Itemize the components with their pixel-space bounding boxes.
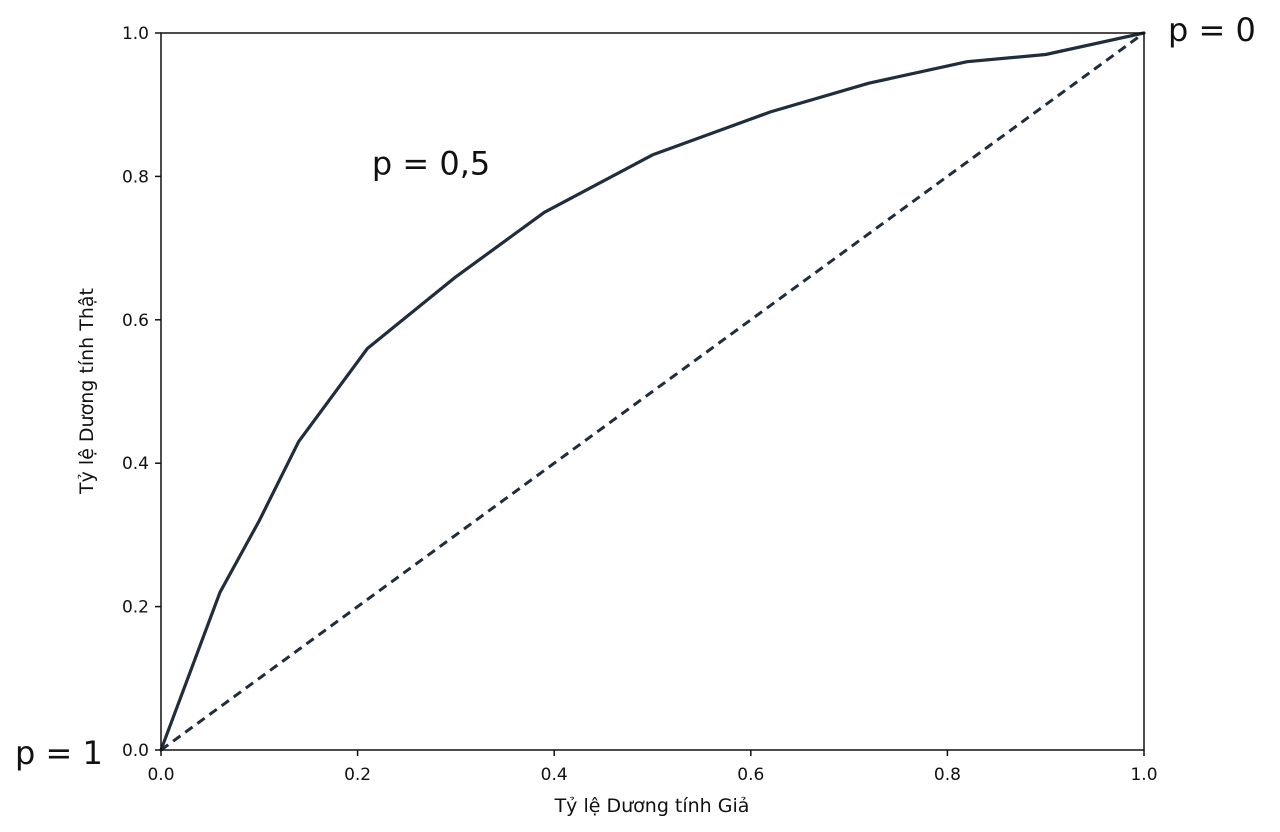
annotation-p-0: p = 0 bbox=[1168, 11, 1256, 49]
y-tick-label: 1.0 bbox=[122, 24, 149, 44]
y-tick-label: 0.2 bbox=[122, 598, 149, 618]
x-tick-label: 1.0 bbox=[1130, 765, 1157, 785]
x-tick-label: 0.4 bbox=[541, 765, 568, 785]
x-tick-label: 0.8 bbox=[934, 765, 961, 785]
annotation-p-1: p = 1 bbox=[15, 734, 103, 772]
y-tick-label: 0.6 bbox=[122, 311, 149, 331]
y-axis-label: Tỷ lệ Dương tính Thật bbox=[76, 288, 98, 495]
x-tick-label: 0.6 bbox=[737, 765, 764, 785]
annotation-layer: p = 1 p = 0,5 p = 0 bbox=[15, 11, 1256, 772]
roc-curve-line bbox=[159, 31, 1146, 752]
y-tick-label: 0.8 bbox=[122, 167, 149, 187]
x-tick-label: 0.0 bbox=[147, 765, 174, 785]
y-tick-label: 0.4 bbox=[122, 454, 149, 474]
annotation-p-half: p = 0,5 bbox=[372, 144, 490, 182]
x-axis-label: Tỷ lệ Dương tính Giả bbox=[554, 795, 750, 817]
plot-frame bbox=[160, 32, 1145, 751]
diagonal-reference-line bbox=[160, 31, 1145, 752]
y-tick-label: 0.0 bbox=[122, 741, 149, 761]
x-tick-label: 0.2 bbox=[344, 765, 371, 785]
tick-layer: 0.0 0.2 0.4 0.6 0.8 1.0 0.0 0.2 0.4 0.6 0.8 1.0 bbox=[122, 24, 1158, 785]
plot-layer bbox=[159, 31, 1146, 752]
